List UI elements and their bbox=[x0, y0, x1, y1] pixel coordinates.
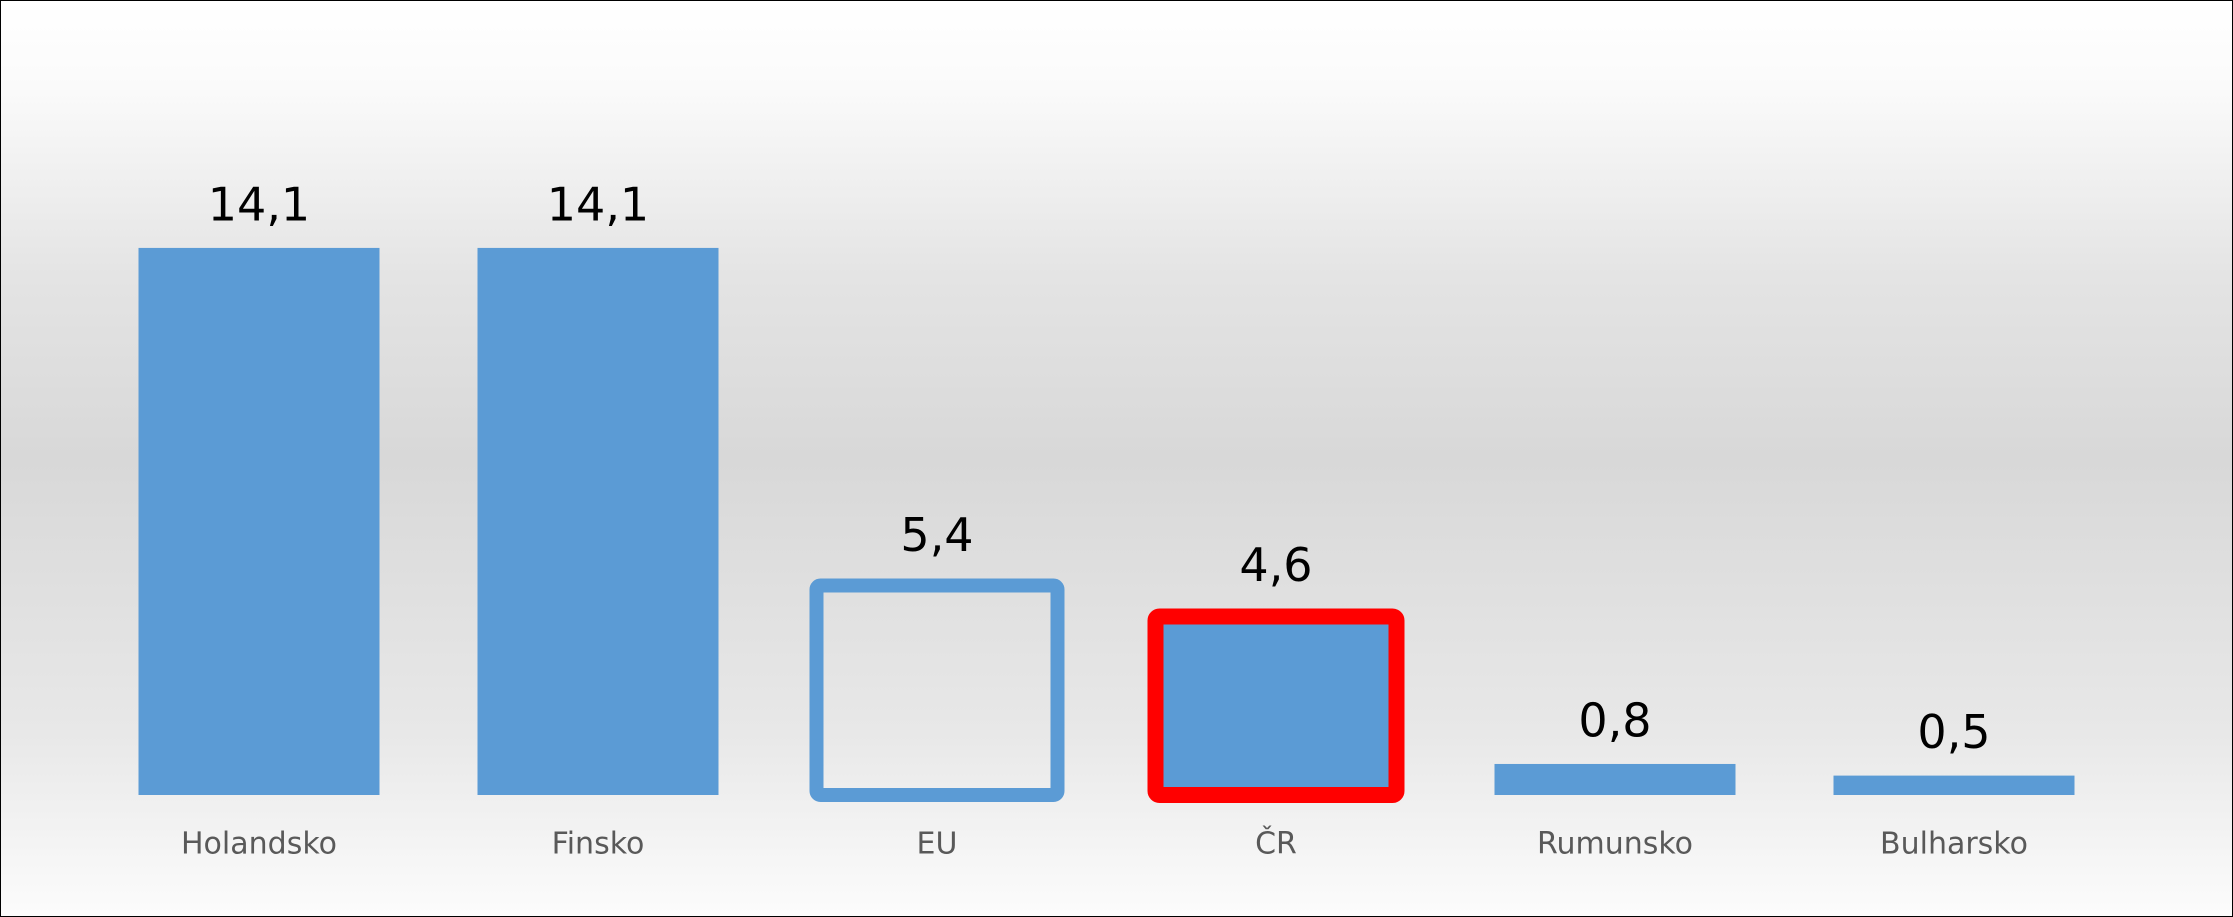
bar bbox=[138, 247, 380, 796]
bar bbox=[1147, 608, 1405, 804]
bar bbox=[1494, 763, 1736, 795]
data-label: 0,5 bbox=[1917, 705, 1990, 759]
data-label: 0,8 bbox=[1578, 693, 1651, 747]
x-tick-label: Rumunsko bbox=[1537, 827, 1693, 862]
x-tick-label: Finsko bbox=[552, 827, 645, 862]
x-tick-label: ČR bbox=[1255, 825, 1297, 862]
bar bbox=[1833, 775, 2075, 795]
x-tick-label: EU bbox=[917, 827, 958, 862]
data-label: 14,1 bbox=[208, 177, 310, 231]
data-label: 4,6 bbox=[1239, 538, 1312, 592]
x-tick-label: Bulharsko bbox=[1880, 827, 2028, 862]
bar bbox=[809, 578, 1065, 802]
bar bbox=[477, 247, 719, 796]
x-tick-label: Holandsko bbox=[181, 827, 337, 862]
data-label: 14,1 bbox=[547, 177, 649, 231]
data-label: 5,4 bbox=[900, 508, 973, 562]
